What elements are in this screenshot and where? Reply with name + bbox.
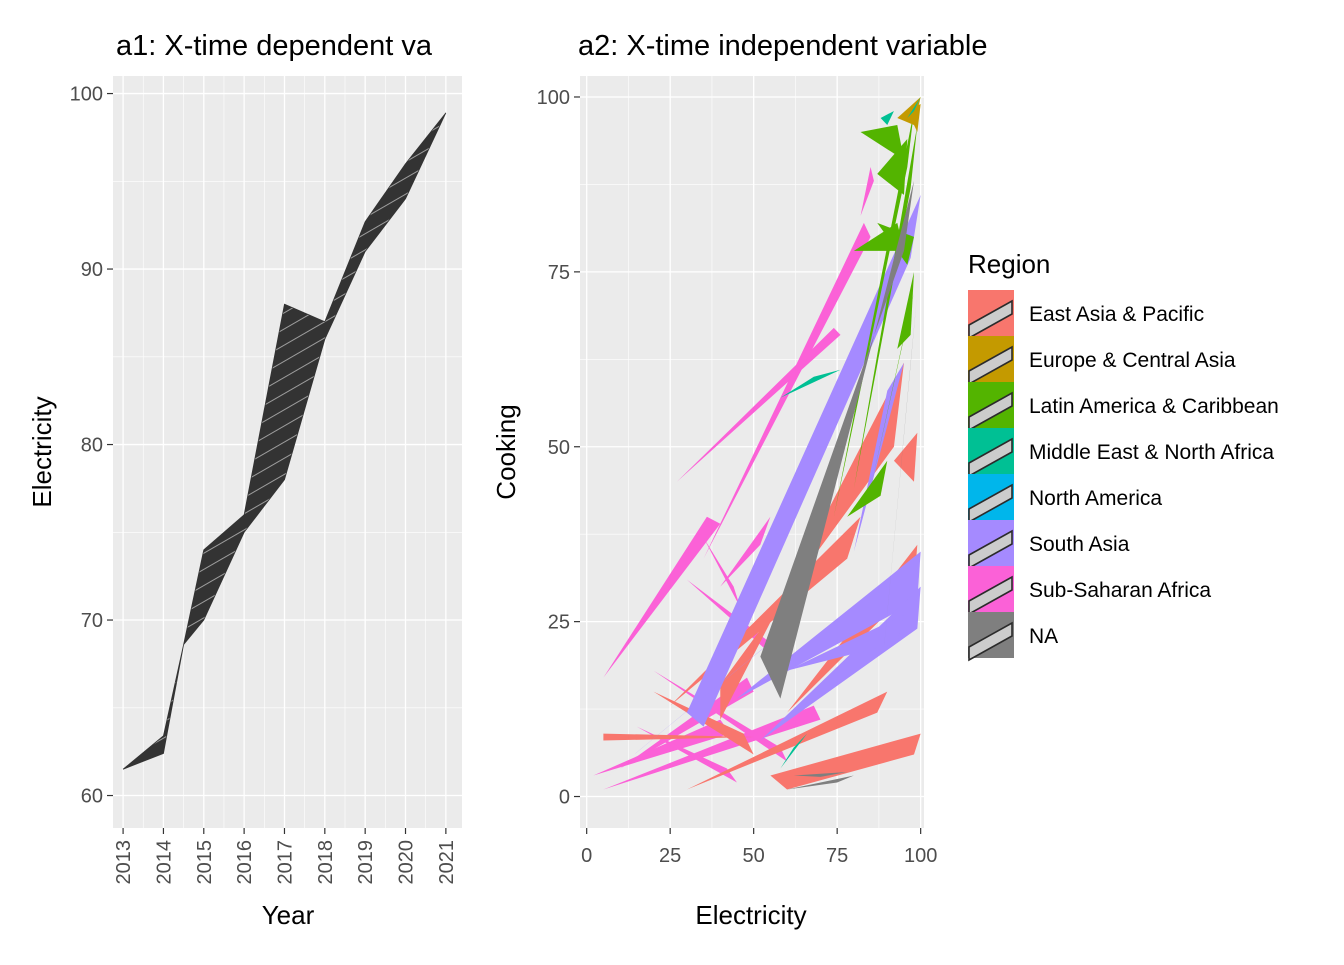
legend-label: North America bbox=[1029, 487, 1162, 510]
a2-shape-europe-central-asia bbox=[907, 103, 921, 132]
a2-y-axis-label: Cooking bbox=[491, 404, 521, 499]
legend-key-stripe bbox=[968, 575, 1013, 616]
a2-shape-south-asia bbox=[853, 362, 904, 552]
a2-shape-na bbox=[760, 180, 914, 699]
a2-shape-middle-east-north-africa bbox=[907, 96, 921, 118]
a1-y-tick-label: 60 bbox=[81, 786, 103, 808]
legend-label: Europe & Central Asia bbox=[1029, 349, 1236, 372]
legend-key-stripe bbox=[968, 345, 1013, 386]
a2-shape-middle-east-north-africa bbox=[780, 369, 841, 398]
a1-y-tick-label: 70 bbox=[81, 610, 103, 632]
legend-label: Sub-Saharan Africa bbox=[1029, 579, 1211, 602]
a2-shape-sub-saharan-africa bbox=[703, 222, 871, 559]
a1-ticks: 2013 2014 2015 2016 2017 2018 2019 2020 2021 60 70… bbox=[70, 84, 458, 885]
legend-item: Middle East & North Africa bbox=[968, 428, 1274, 478]
a2-x-tick-label: 75 bbox=[826, 845, 848, 867]
a2-shape-na bbox=[787, 775, 854, 790]
a2-title: a2: X-time independent variable bbox=[578, 30, 987, 62]
a1-y-tick-label: 90 bbox=[81, 259, 103, 281]
legend-key-stripe bbox=[968, 299, 1013, 340]
a2-x-axis-label: Electricity bbox=[695, 900, 806, 930]
a2-shape-south-asia bbox=[760, 586, 921, 741]
a1-y-axis-label: Electricity bbox=[27, 396, 57, 507]
a2-shape-east-asia-pacific bbox=[603, 733, 754, 741]
a1-x-tick-label: 2013 bbox=[113, 840, 135, 885]
a2-x-tick-label: 25 bbox=[659, 845, 681, 867]
a1-x-tick-label: 2016 bbox=[234, 840, 256, 885]
legend-label: NA bbox=[1029, 625, 1058, 648]
a2-shape-east-asia-pacific bbox=[686, 691, 888, 790]
legend-key-stripe bbox=[968, 437, 1013, 478]
a2-shape-latin-america-caribbean bbox=[833, 110, 914, 517]
a2-marks bbox=[593, 96, 921, 790]
a1-x-tick-label: 2018 bbox=[315, 840, 337, 885]
a1-electricity-band bbox=[122, 112, 447, 770]
a2-shape-na bbox=[880, 292, 918, 685]
legend-items: East Asia & Pacific Europe & Central Asia… bbox=[968, 290, 1279, 662]
a1-marks bbox=[122, 112, 447, 770]
a1-x-tick-label: 2020 bbox=[396, 840, 418, 885]
a1-y-tick-label: 100 bbox=[70, 84, 103, 106]
legend-item: North America bbox=[968, 474, 1162, 524]
a2-shape-south-asia bbox=[686, 194, 921, 727]
legend-key-stripe bbox=[968, 529, 1013, 570]
a1-x-tick-label: 2021 bbox=[436, 840, 458, 885]
a2-shape-latin-america-caribbean bbox=[877, 138, 908, 195]
a2-shape-sub-saharan-africa bbox=[860, 166, 874, 216]
legend-label: Middle East & North Africa bbox=[1029, 441, 1274, 464]
a2-ticks: 0 25 50 75 100 0 25 50 75 100 bbox=[537, 87, 938, 867]
a1-x-tick-label: 2017 bbox=[274, 840, 296, 885]
a2-shape-latin-america-caribbean bbox=[853, 124, 918, 489]
a2-x-tick-label: 50 bbox=[743, 845, 765, 867]
a2-shape-na bbox=[793, 772, 848, 777]
legend-key-stripe bbox=[968, 483, 1013, 524]
legend-item: South Asia bbox=[968, 520, 1130, 570]
a2-y-tick-label: 50 bbox=[548, 437, 570, 459]
a2-shape-latin-america-caribbean bbox=[853, 222, 904, 251]
a1-x-axis-label: Year bbox=[262, 900, 315, 930]
a2-shape-south-asia bbox=[736, 551, 921, 699]
legend-item: Europe & Central Asia bbox=[968, 336, 1236, 386]
a2-y-tick-label: 75 bbox=[548, 262, 570, 284]
a2-x-tick-label: 0 bbox=[581, 845, 592, 867]
a2-shape-sub-saharan-africa bbox=[636, 726, 737, 783]
a2-shape-latin-america-caribbean bbox=[897, 271, 914, 349]
a2-shape-sub-saharan-africa bbox=[720, 516, 771, 587]
legend-item: East Asia & Pacific bbox=[968, 290, 1204, 340]
a2-y-tick-label: 25 bbox=[548, 612, 570, 634]
a2-shape-latin-america-caribbean bbox=[860, 124, 904, 160]
a2-shape-south-asia bbox=[600, 628, 788, 783]
a2-shape-south-asia bbox=[787, 614, 904, 671]
legend-item: NA bbox=[968, 612, 1058, 662]
a2-shape-sub-saharan-africa bbox=[603, 705, 821, 790]
a1-title: a1: X-time dependent va bbox=[116, 30, 433, 62]
a1-y-tick-label: 80 bbox=[81, 435, 103, 457]
a1-x-tick-label: 2019 bbox=[355, 840, 377, 885]
legend-label: Latin America & Caribbean bbox=[1029, 395, 1279, 418]
a1-x-tick-label: 2014 bbox=[153, 840, 175, 885]
legend-item: Sub-Saharan Africa bbox=[968, 566, 1211, 616]
a2-y-tick-label: 100 bbox=[537, 87, 570, 109]
legend-item: Latin America & Caribbean bbox=[968, 382, 1279, 432]
legend-label: East Asia & Pacific bbox=[1029, 303, 1204, 326]
legend-key-stripe bbox=[968, 391, 1013, 432]
legend-title: Region bbox=[968, 249, 1050, 279]
a1-x-tick-label: 2015 bbox=[194, 840, 216, 885]
a2-shape-sub-saharan-africa bbox=[593, 719, 731, 776]
a2-shape-east-asia-pacific bbox=[893, 432, 918, 482]
a2-shape-sub-saharan-africa bbox=[703, 537, 741, 608]
a2-y-tick-label: 0 bbox=[559, 787, 570, 809]
a2-shape-middle-east-north-africa bbox=[780, 733, 808, 769]
a2-shape-sub-saharan-africa bbox=[653, 670, 788, 762]
legend-label: South Asia bbox=[1029, 533, 1130, 556]
legend: Region East Asia & Pacific Europe & Centr… bbox=[968, 249, 1279, 662]
a2-x-tick-label: 100 bbox=[904, 845, 937, 867]
a2-shape-latin-america-caribbean bbox=[847, 460, 888, 517]
panel-a2: 0 25 50 75 100 0 25 50 75 100 a2: X-time independ… bbox=[491, 30, 987, 930]
a2-shape-middle-east-north-africa bbox=[880, 110, 894, 125]
legend-key-stripe bbox=[968, 621, 1013, 662]
a2-shape-sub-saharan-africa bbox=[603, 516, 721, 678]
panel-a1: 2013 2014 2015 2016 2017 2018 2019 2020 2021 60 70… bbox=[27, 30, 462, 930]
